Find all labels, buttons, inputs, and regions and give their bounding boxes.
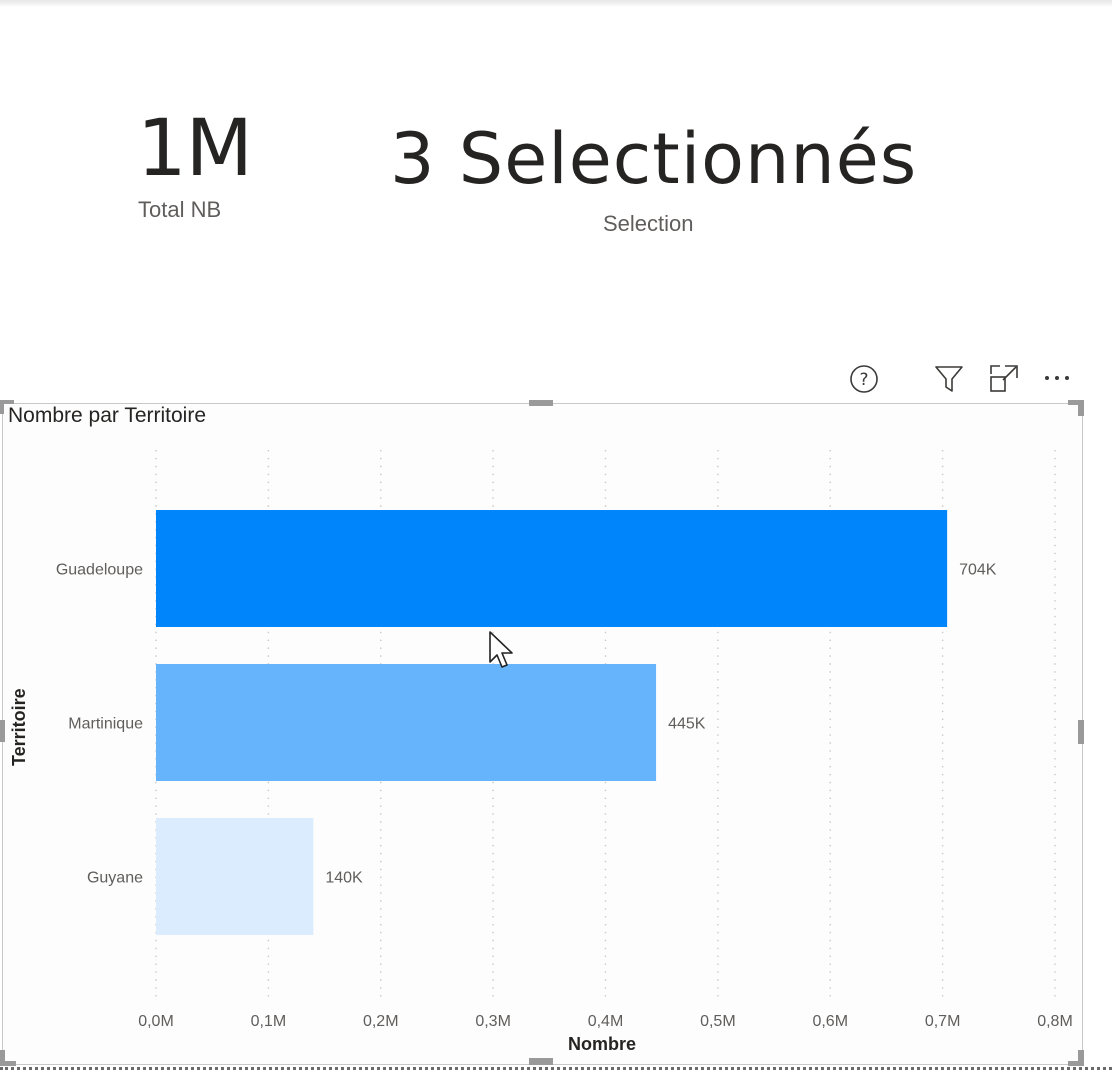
resize-handle-bottom-left[interactable] bbox=[0, 1061, 16, 1066]
selection-card-label: Selection bbox=[603, 211, 694, 236]
x-tick-label: 0,2M bbox=[363, 1013, 399, 1030]
x-axis-title: Nombre bbox=[568, 1034, 637, 1054]
total-nb-card-label: Total NB bbox=[138, 197, 222, 222]
resize-handle-bottom-right-v[interactable] bbox=[1078, 1050, 1084, 1066]
category-label: Guyane bbox=[87, 870, 143, 887]
visual-header: ? bbox=[840, 364, 1080, 394]
data-label: 704K bbox=[959, 562, 997, 579]
x-tick-label: 0,5M bbox=[700, 1013, 736, 1030]
selection-card-value: 3 Selectionnés bbox=[390, 118, 918, 200]
x-tick-label: 0,6M bbox=[812, 1013, 848, 1030]
x-tick-label: 0,1M bbox=[251, 1013, 287, 1030]
resize-handle-top-left[interactable] bbox=[0, 400, 14, 404]
chart-title: Nombre par Territoire bbox=[8, 404, 207, 427]
data-label: 445K bbox=[668, 716, 706, 733]
bar-martinique bbox=[156, 664, 657, 781]
svg-text:?: ? bbox=[859, 370, 868, 390]
bar-guyane bbox=[156, 818, 314, 935]
x-tick-label: 0,3M bbox=[475, 1013, 511, 1030]
bar-guadeloupe bbox=[156, 510, 948, 627]
resize-handle-bottom-right[interactable] bbox=[1068, 1061, 1084, 1066]
mouse-cursor-icon bbox=[489, 631, 513, 668]
resize-handle-left[interactable] bbox=[0, 720, 5, 742]
filter-icon[interactable] bbox=[934, 364, 964, 394]
resize-handle-bottom-left-v[interactable] bbox=[0, 1050, 5, 1066]
page-boundary bbox=[0, 1067, 1112, 1070]
focus-mode-icon[interactable] bbox=[989, 364, 1019, 394]
resize-handle-right[interactable] bbox=[1078, 720, 1084, 744]
resize-handle-top-left-v[interactable] bbox=[0, 400, 4, 414]
category-label: Guadeloupe bbox=[56, 562, 143, 579]
more-options-icon[interactable] bbox=[1042, 364, 1072, 394]
top-strip bbox=[0, 0, 1112, 6]
x-tick-label: 0,7M bbox=[925, 1013, 961, 1030]
resize-handle-bottom[interactable] bbox=[529, 1058, 553, 1065]
total-nb-card-value: 1M bbox=[137, 104, 253, 194]
resize-handle-top[interactable] bbox=[529, 400, 553, 406]
resize-handle-top-right-v[interactable] bbox=[1078, 400, 1084, 416]
help-icon[interactable]: ? bbox=[849, 364, 879, 394]
category-label: Martinique bbox=[68, 716, 143, 733]
data-label: 140K bbox=[325, 870, 363, 887]
resize-handle-top-right[interactable] bbox=[1068, 400, 1084, 405]
x-tick-label: 0,8M bbox=[1037, 1013, 1073, 1030]
x-tick-label: 0,4M bbox=[588, 1013, 624, 1030]
x-tick-label: 0,0M bbox=[138, 1013, 174, 1030]
